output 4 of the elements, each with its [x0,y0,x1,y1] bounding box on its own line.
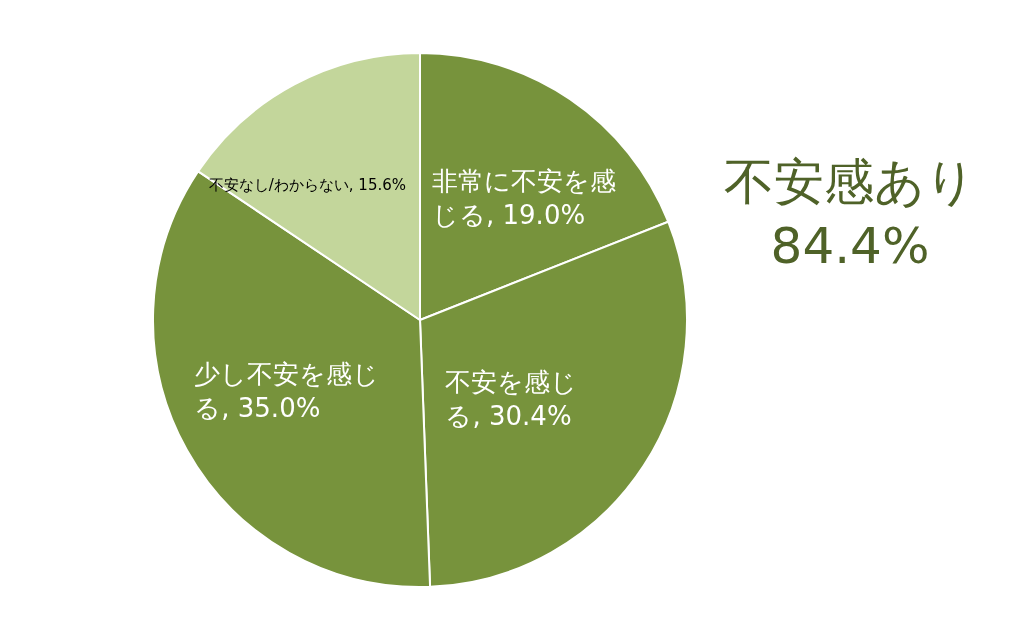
slice-label: 少し不安を感じる, 35.0% [194,357,381,425]
slice-label: 不安を感じる, 30.4% [445,366,579,434]
slice-label: 非常に不安を感じる, 19.0% [432,164,617,232]
text: 不安感あり 84.4% [723,152,977,277]
